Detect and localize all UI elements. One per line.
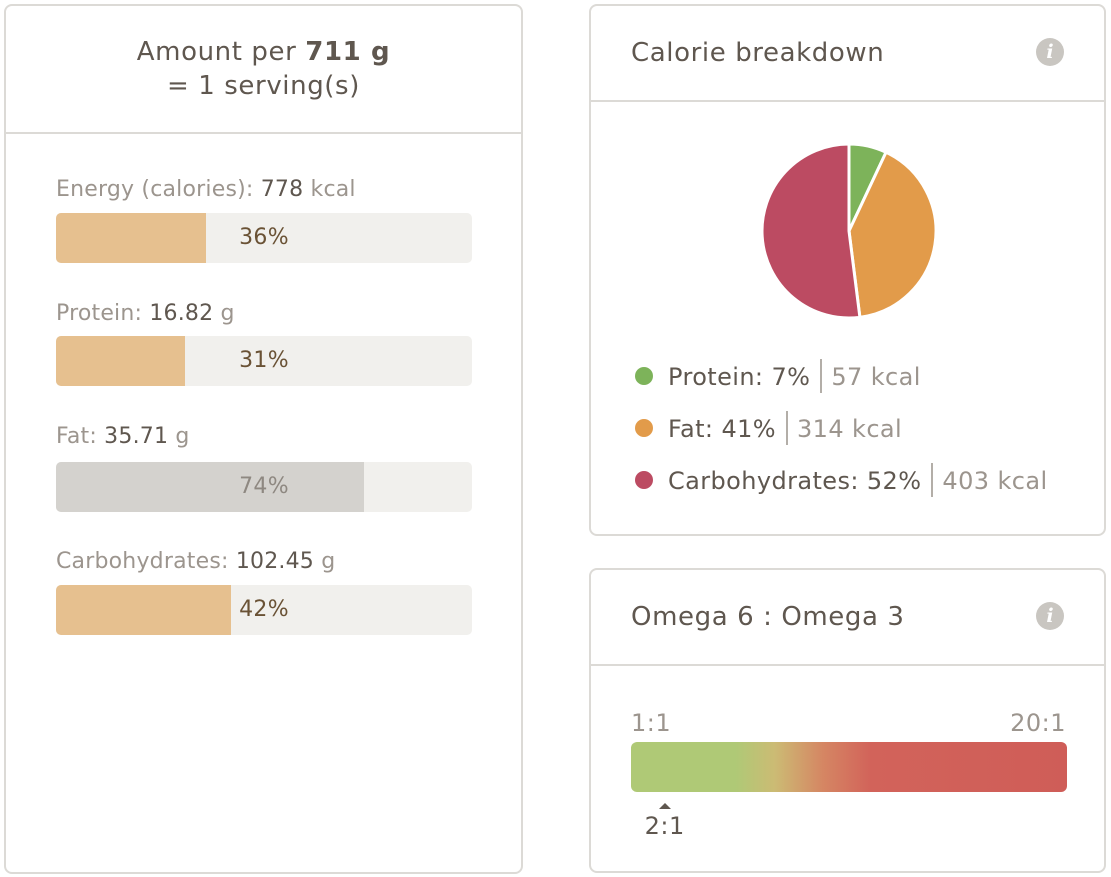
legend-name: Carbohydrates:: [668, 467, 859, 495]
calorie-breakdown-card: Calorie breakdown i Protein: 7% 57 kcal F…: [589, 4, 1106, 536]
nutrient-label-fat: Fat: 35.71 g: [56, 422, 190, 452]
legend-protein: Protein: 7% 57 kcal: [635, 357, 921, 397]
ratio-marker-icon: [658, 803, 671, 809]
legend-dot-carbohydrates: [635, 471, 653, 489]
nutrient-label-energy: Energy (calories): 778 kcal: [56, 175, 356, 205]
info-icon[interactable]: i: [1036, 602, 1064, 630]
nutrient-percent: 31%: [239, 348, 289, 373]
legend-divider: [931, 463, 934, 497]
legend-kcal: 57 kcal: [831, 363, 921, 391]
nutrient-bar-fill: [56, 585, 231, 635]
pie-slice-fat: [847, 150, 938, 319]
amount-per-line: Amount per 711 g: [6, 35, 521, 69]
nutrient-unit: g: [175, 424, 190, 449]
nutrient-name: Protein:: [56, 301, 143, 326]
nutrient-value: 35.71: [104, 424, 169, 449]
legend-dot-protein: [635, 367, 653, 385]
ratio-max-label: 20:1: [1010, 709, 1066, 737]
nutrient-value: 778: [260, 177, 304, 202]
amount-header: Amount per 711 g = 1 serving(s): [6, 6, 521, 134]
amount-prefix: Amount per: [136, 37, 297, 67]
legend-percent: 7%: [771, 363, 811, 391]
nutrient-unit: g: [321, 549, 336, 574]
nutrient-percent: 36%: [239, 225, 289, 250]
amount-weight: 711 g: [305, 37, 391, 67]
nutrient-bar-carbohydrates: 42%: [56, 585, 472, 635]
calorie-breakdown-header: Calorie breakdown i: [591, 6, 1104, 102]
nutrition-amount-card: Amount per 711 g = 1 serving(s) Energy (…: [4, 4, 523, 874]
nutrient-label-protein: Protein: 16.82 g: [56, 299, 235, 329]
nutrient-percent: 74%: [239, 474, 289, 499]
legend-kcal: 314 kcal: [796, 415, 903, 443]
legend-name: Protein:: [668, 363, 764, 391]
legend-divider: [820, 359, 823, 393]
nutrient-value: 16.82: [149, 301, 214, 326]
legend-kcal: 403 kcal: [942, 467, 1048, 495]
nutrient-name: Energy (calories):: [56, 177, 254, 202]
omega-ratio-card: Omega 6 : Omega 3 i 1:1 20:1 2:1: [589, 568, 1106, 873]
legend-divider: [785, 411, 788, 445]
legend-fat: Fat: 41% 314 kcal: [635, 409, 902, 449]
nutrient-name: Carbohydrates:: [56, 549, 229, 574]
legend-carbohydrates: Carbohydrates: 52% 403 kcal: [635, 461, 1048, 501]
ratio-value: 2:1: [644, 812, 685, 840]
nutrient-bar-fill: [56, 462, 364, 512]
calorie-pie-chart: [760, 142, 938, 320]
nutrient-label-carbohydrates: Carbohydrates: 102.45 g: [56, 547, 335, 577]
nutrient-bar-fill: [56, 336, 185, 386]
nutrient-bar-energy: 36%: [56, 213, 472, 263]
omega-header: Omega 6 : Omega 3 i: [591, 570, 1104, 666]
legend-percent: 52%: [866, 467, 922, 495]
pie-slice-carbohydrates: [760, 142, 862, 320]
amount-servings: = 1 serving(s): [167, 71, 360, 101]
nutrient-bar-fill: [56, 213, 206, 263]
omega-title: Omega 6 : Omega 3: [631, 602, 905, 632]
legend-percent: 41%: [721, 415, 776, 443]
legend-dot-fat: [635, 419, 653, 437]
nutrient-bar-protein: 31%: [56, 336, 472, 386]
ratio-min-label: 1:1: [631, 709, 672, 737]
nutrient-percent: 42%: [239, 597, 289, 622]
nutrient-unit: kcal: [310, 177, 356, 202]
nutrient-value: 102.45: [235, 549, 314, 574]
info-icon[interactable]: i: [1036, 38, 1064, 66]
nutrient-bar-fat: 74%: [56, 462, 472, 512]
omega-ratio-scale: [631, 742, 1067, 792]
legend-name: Fat:: [668, 415, 714, 443]
calorie-breakdown-title: Calorie breakdown: [631, 38, 885, 68]
nutrient-unit: g: [220, 301, 235, 326]
nutrient-name: Fat:: [56, 424, 97, 449]
